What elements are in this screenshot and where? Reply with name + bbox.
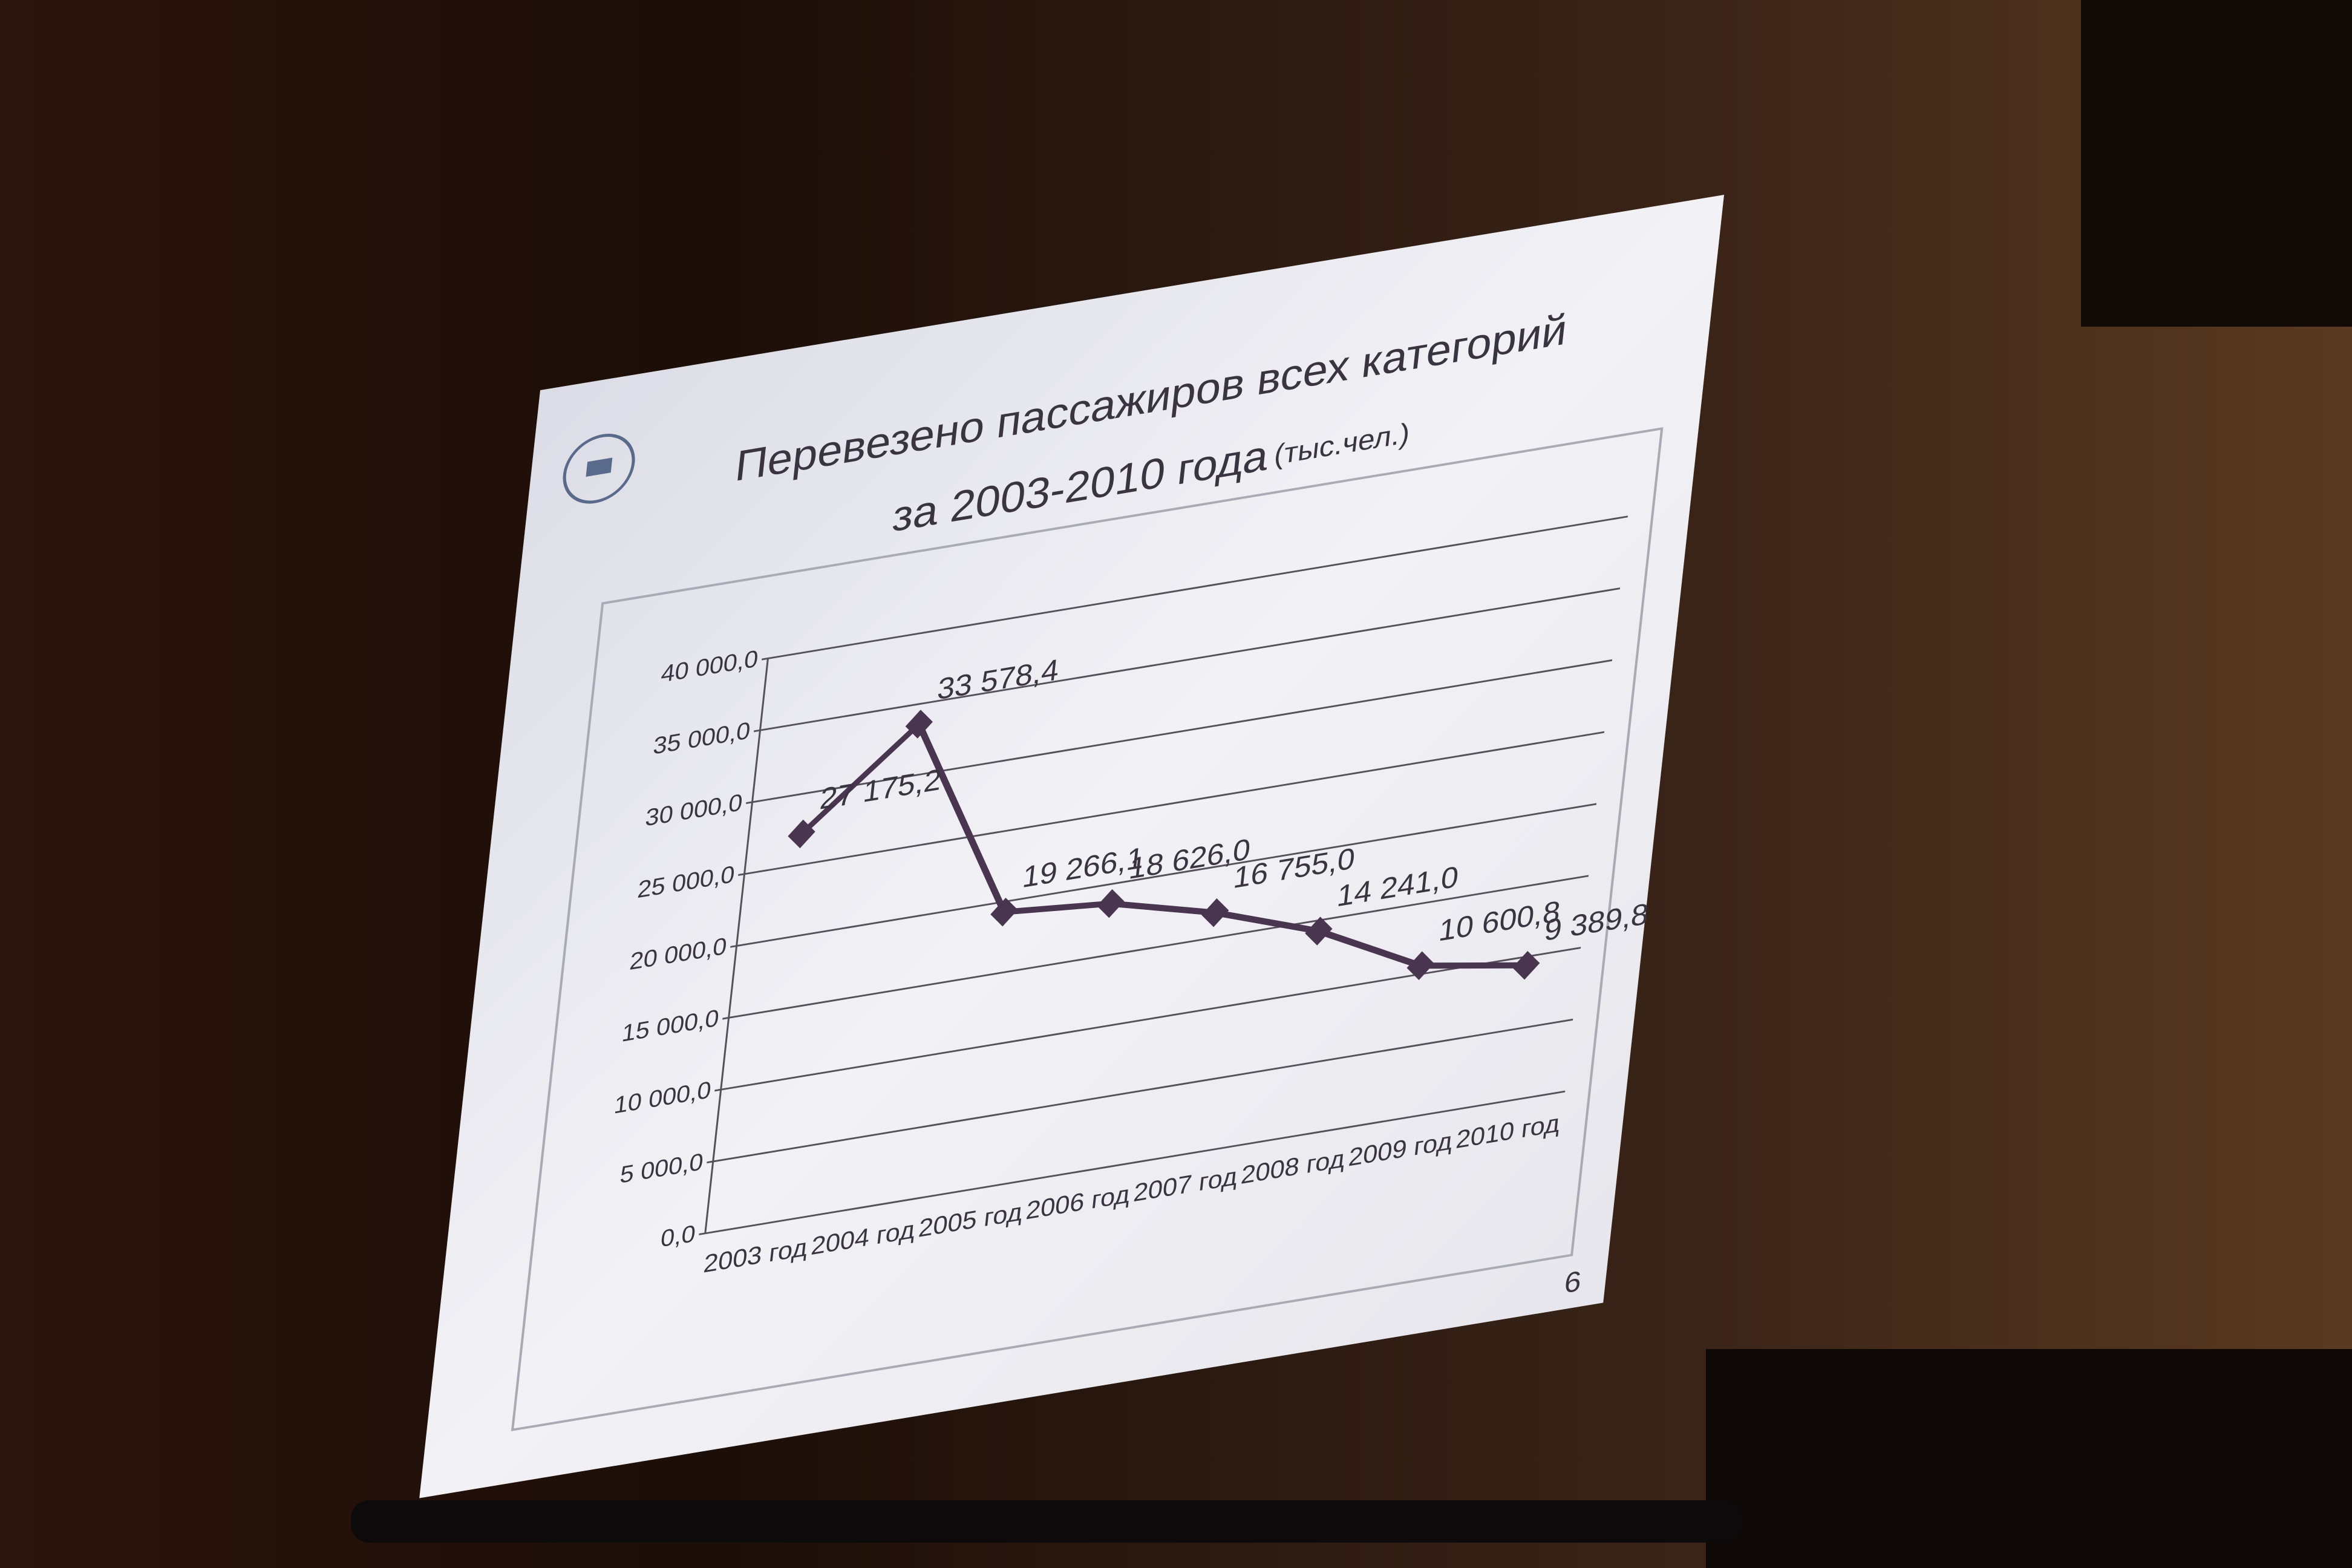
- y-tick: [754, 729, 760, 733]
- chart-frame: [511, 427, 1664, 1431]
- y-tick: [707, 1160, 713, 1164]
- logo-mark: [586, 457, 613, 477]
- marker: [1512, 950, 1540, 980]
- marker: [990, 897, 1018, 927]
- y-tick: [738, 873, 745, 876]
- y-tick: [746, 801, 753, 805]
- grid-line: [752, 659, 1613, 803]
- marker: [788, 819, 815, 849]
- y-tick: [730, 945, 737, 948]
- y-tick: [761, 657, 768, 661]
- line: [800, 720, 1527, 969]
- screen: Перевезено пассажиров всех категорий за …: [419, 194, 1724, 1498]
- marker: [905, 710, 933, 739]
- page-number: 6: [1563, 1266, 1583, 1300]
- screen-surface: [419, 194, 1724, 1498]
- logo: [563, 434, 635, 504]
- grid-line: [744, 731, 1605, 875]
- grid-line: [736, 803, 1597, 947]
- y-tick-label: 0,0: [659, 1220, 697, 1252]
- grid-line: [768, 515, 1628, 659]
- marker: [1201, 898, 1229, 927]
- marker: [1097, 889, 1125, 918]
- podium: [1706, 1349, 2352, 1568]
- speaker: [2081, 0, 2352, 327]
- y-axis: [704, 658, 769, 1234]
- marker: [1305, 916, 1333, 946]
- screen-roller: [351, 1500, 1742, 1543]
- y-tick: [714, 1088, 721, 1092]
- grid-line: [720, 947, 1581, 1091]
- y-tick: [722, 1016, 729, 1020]
- grid-line: [728, 875, 1589, 1019]
- y-tick: [699, 1232, 705, 1235]
- grid-line: [705, 1090, 1566, 1235]
- grid-line: [713, 1018, 1573, 1163]
- marker: [1406, 951, 1434, 981]
- grid-line: [760, 587, 1621, 731]
